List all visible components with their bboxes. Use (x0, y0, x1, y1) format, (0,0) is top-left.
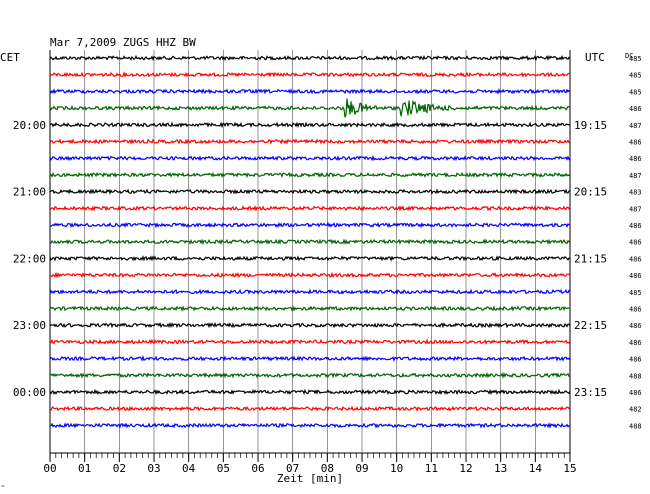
x-tick-label: 01 (78, 462, 91, 475)
x-tick-label: 13 (494, 462, 507, 475)
dc-value-label: 486 (629, 222, 642, 230)
dc-value-label: 488 (629, 372, 642, 380)
trace-row-19 (49, 371, 571, 379)
chart-title: Mar 7,2009 ZUGS HHZ BW (50, 36, 196, 49)
dc-value-label: 488 (629, 422, 642, 430)
dc-value-label: 486 (629, 389, 642, 397)
x-tick-label: 12 (459, 462, 472, 475)
trace-row-0 (49, 55, 571, 62)
trace-row-9 (49, 204, 571, 212)
trace-row-18 (49, 355, 571, 362)
dc-value-label: 486 (629, 356, 642, 364)
dc-value-label: 482 (629, 406, 642, 414)
dc-value-label: 486 (629, 239, 642, 247)
x-tick-label: 00 (43, 462, 56, 475)
trace-row-1 (49, 71, 570, 79)
dc-value-label: 485 (629, 72, 642, 80)
dc-value-label: 486 (629, 105, 642, 113)
left-time-label: 00:00 (13, 386, 46, 399)
dc-value-label: 486 (629, 272, 642, 280)
left-time-label: 22:00 (13, 252, 46, 265)
dc-value-label: 485 (629, 289, 642, 297)
trace-row-15 (49, 305, 571, 312)
trace-row-20 (49, 388, 571, 396)
trace-row-4 (49, 121, 571, 129)
dc-value-label: 487 (629, 205, 642, 213)
right-time-label: 23:15 (574, 386, 607, 399)
x-tick-label: 05 (217, 462, 230, 475)
dc-value-label: 486 (629, 139, 642, 147)
dc-value-label: 486 (629, 339, 642, 347)
right-time-label: 22:15 (574, 319, 607, 332)
dc-value-label: 485 (629, 88, 642, 96)
trace-row-12 (49, 255, 570, 262)
left-axis-label: CET (0, 51, 20, 64)
x-tick-label: 11 (425, 462, 438, 475)
x-tick-label: 09 (355, 462, 368, 475)
trace-row-5 (49, 138, 571, 145)
trace-row-8 (49, 188, 571, 195)
x-tick-label: 03 (147, 462, 160, 475)
trace-row-14 (49, 288, 571, 295)
trace-row-11 (49, 238, 571, 245)
dc-value-label: 486 (629, 255, 642, 263)
dc-value-label: 487 (629, 172, 642, 180)
trace-row-16 (49, 321, 571, 329)
x-tick-label: 14 (529, 462, 543, 475)
x-tick-label: 08 (321, 462, 334, 475)
left-time-label: 23:00 (13, 319, 46, 332)
trace-row-21 (49, 405, 571, 412)
trace-row-3 (49, 98, 571, 118)
x-tick-label: 10 (390, 462, 403, 475)
right-time-label: 21:15 (574, 252, 607, 265)
corner-mark: ^ (1, 485, 5, 492)
x-axis-label: Zeit [min] (277, 472, 343, 485)
trace-row-7 (49, 171, 571, 179)
dc-value-label: 486 (629, 322, 642, 330)
x-tick-label: 15 (563, 462, 576, 475)
dc-value-label: 486 (629, 306, 642, 314)
dc-value-label: 485 (629, 55, 642, 63)
trace-row-22 (49, 422, 571, 429)
left-time-label: 21:00 (13, 186, 46, 199)
trace-row-6 (49, 154, 571, 162)
trace-row-2 (49, 88, 571, 95)
dc-value-label: 486 (629, 155, 642, 163)
trace-row-17 (49, 338, 571, 346)
left-time-label: 20:00 (13, 119, 46, 132)
trace-row-10 (50, 221, 571, 229)
dc-value-label: 483 (629, 189, 642, 197)
x-tick-label: 04 (182, 462, 196, 475)
x-tick-label: 02 (113, 462, 126, 475)
dc-header-label: DC (625, 52, 633, 60)
x-tick-label: 07 (286, 462, 299, 475)
dc-value-label: 487 (629, 122, 642, 130)
x-tick-label: 06 (251, 462, 264, 475)
right-time-label: 20:15 (574, 186, 607, 199)
right-time-label: 19:15 (574, 119, 607, 132)
trace-row-13 (49, 271, 571, 279)
right-axis-label: UTC (585, 51, 605, 64)
